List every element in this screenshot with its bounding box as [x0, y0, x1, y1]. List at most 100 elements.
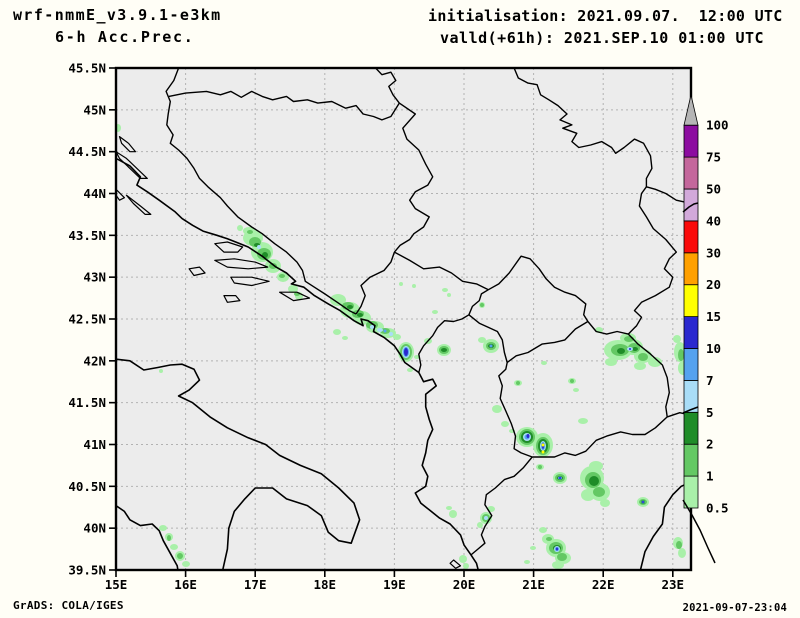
precip-shading	[333, 329, 341, 335]
precip-shading	[638, 353, 648, 361]
lon-tick-label: 15E	[105, 577, 128, 592]
colorbar-segment	[683, 220, 699, 254]
precip-core	[559, 477, 561, 479]
precip-shading	[676, 541, 682, 549]
precip-shading	[648, 357, 662, 367]
colorbar-segment	[683, 252, 699, 286]
island-mljet	[279, 291, 311, 302]
colorbar: 0.5 1 2 5 7 10 15 20 30 40 50 75 100	[683, 94, 729, 516]
precip-shading	[459, 555, 467, 563]
border-serbia-bulgaria	[627, 186, 677, 335]
colorbar-label: 2	[706, 437, 714, 452]
lon-tick-label: 19E	[383, 577, 406, 592]
border-macedonia-greece	[532, 416, 668, 458]
precip-shading	[673, 335, 681, 343]
precip-shading	[570, 379, 574, 383]
colorbar-label: 20	[706, 277, 721, 292]
border-bosnia-montenegro	[355, 251, 396, 315]
border-overlay-line	[682, 202, 699, 213]
precip-shading	[463, 563, 469, 569]
lon-tick-label: 23E	[662, 577, 685, 592]
border-kosovo-albania	[468, 314, 508, 363]
precip-shading	[167, 535, 171, 541]
lat-tick-label: 40N	[83, 521, 106, 536]
lat-tick-label: 41.5N	[68, 395, 106, 410]
precip-shading	[170, 544, 178, 550]
precip-shading	[399, 282, 403, 286]
border-kosovo-montenegro	[468, 289, 489, 316]
precip-shading	[116, 124, 121, 132]
precip-shading	[442, 288, 448, 292]
colorbar-overflow-arrow	[683, 94, 699, 126]
precip-shading	[432, 310, 438, 314]
precip-shading	[539, 527, 547, 533]
precip-shading	[342, 336, 348, 340]
init-time-label: initialisation: 2021.09.07. 12:00 UTC	[428, 7, 783, 25]
colorbar-segment	[683, 316, 699, 349]
border-drina-border	[393, 102, 434, 253]
border-kosovo-serbia	[488, 255, 589, 322]
colorbar-label: 100	[706, 118, 729, 133]
lon-tick-label: 20E	[453, 577, 476, 592]
border-serbia-macedonia	[587, 321, 629, 335]
colorbar-label: 15	[706, 309, 721, 324]
colorbar-label: 75	[706, 150, 721, 165]
precip-shading	[177, 553, 183, 559]
precip-shading	[589, 476, 599, 486]
precip-shading	[412, 284, 416, 288]
precip-shading	[524, 560, 530, 564]
lon-tick-label: 16E	[174, 577, 197, 592]
precip-shading	[449, 510, 457, 518]
lon-tick-label: 18E	[314, 577, 337, 592]
precip-shading	[538, 465, 542, 469]
colorbar-segment	[683, 284, 699, 318]
border-montenegro-albania	[418, 314, 470, 373]
precip-core	[541, 443, 545, 447]
lat-tick-label: 44N	[83, 186, 106, 201]
border-overlay-line	[682, 499, 716, 564]
colorbar-label: 5	[706, 405, 714, 420]
field-title: 6-h Acc.Prec.	[55, 28, 195, 46]
lat-tick-label: 42.5N	[68, 311, 106, 326]
island-brac	[214, 241, 244, 253]
colorbar-label: 7	[706, 373, 714, 388]
precip-core	[377, 328, 383, 332]
precip-shading	[288, 285, 298, 293]
precip-shading	[159, 369, 163, 373]
lon-tick-label: 22E	[592, 577, 615, 592]
precip-shading	[678, 548, 686, 558]
precip-shading	[492, 405, 502, 413]
precip-shading	[581, 489, 595, 501]
colorbar-label: 50	[706, 182, 721, 197]
border-croatia-serbia	[375, 68, 400, 104]
precip-shading	[578, 418, 588, 424]
colorbar-label: 0.5	[706, 501, 729, 516]
colorbar-label: 1	[706, 469, 714, 484]
precip-shading	[516, 381, 520, 385]
lat-tick-label: 42N	[83, 353, 106, 368]
precip-core	[642, 501, 644, 503]
precip-shading	[393, 334, 401, 340]
precip-shading	[617, 348, 625, 354]
lon-tick-label: 17E	[244, 577, 267, 592]
border-serbia-romania-danube	[513, 68, 691, 205]
border-montenegro-serbia	[394, 251, 489, 291]
precip-core	[484, 516, 488, 520]
precip-shading	[541, 361, 547, 365]
precip-core	[257, 245, 261, 249]
precip-shading	[347, 305, 353, 309]
precip-shading	[478, 337, 486, 343]
precip-core	[389, 332, 393, 336]
precip-shading	[600, 499, 610, 507]
precip-core	[370, 325, 374, 329]
precip-shading	[441, 348, 447, 352]
island-hvar	[214, 258, 269, 270]
precip-core	[404, 348, 408, 356]
coastline-balkan-adriatic-coast	[116, 157, 480, 570]
colorbar-segment	[683, 411, 699, 445]
creation-timestamp: 2021-09-07-23:04	[682, 602, 787, 614]
border-macedonia-bulgaria	[627, 333, 670, 417]
precip-shading	[279, 274, 285, 278]
precip-shading	[678, 349, 684, 361]
coastline-italy-adriatic-coast	[116, 358, 361, 570]
